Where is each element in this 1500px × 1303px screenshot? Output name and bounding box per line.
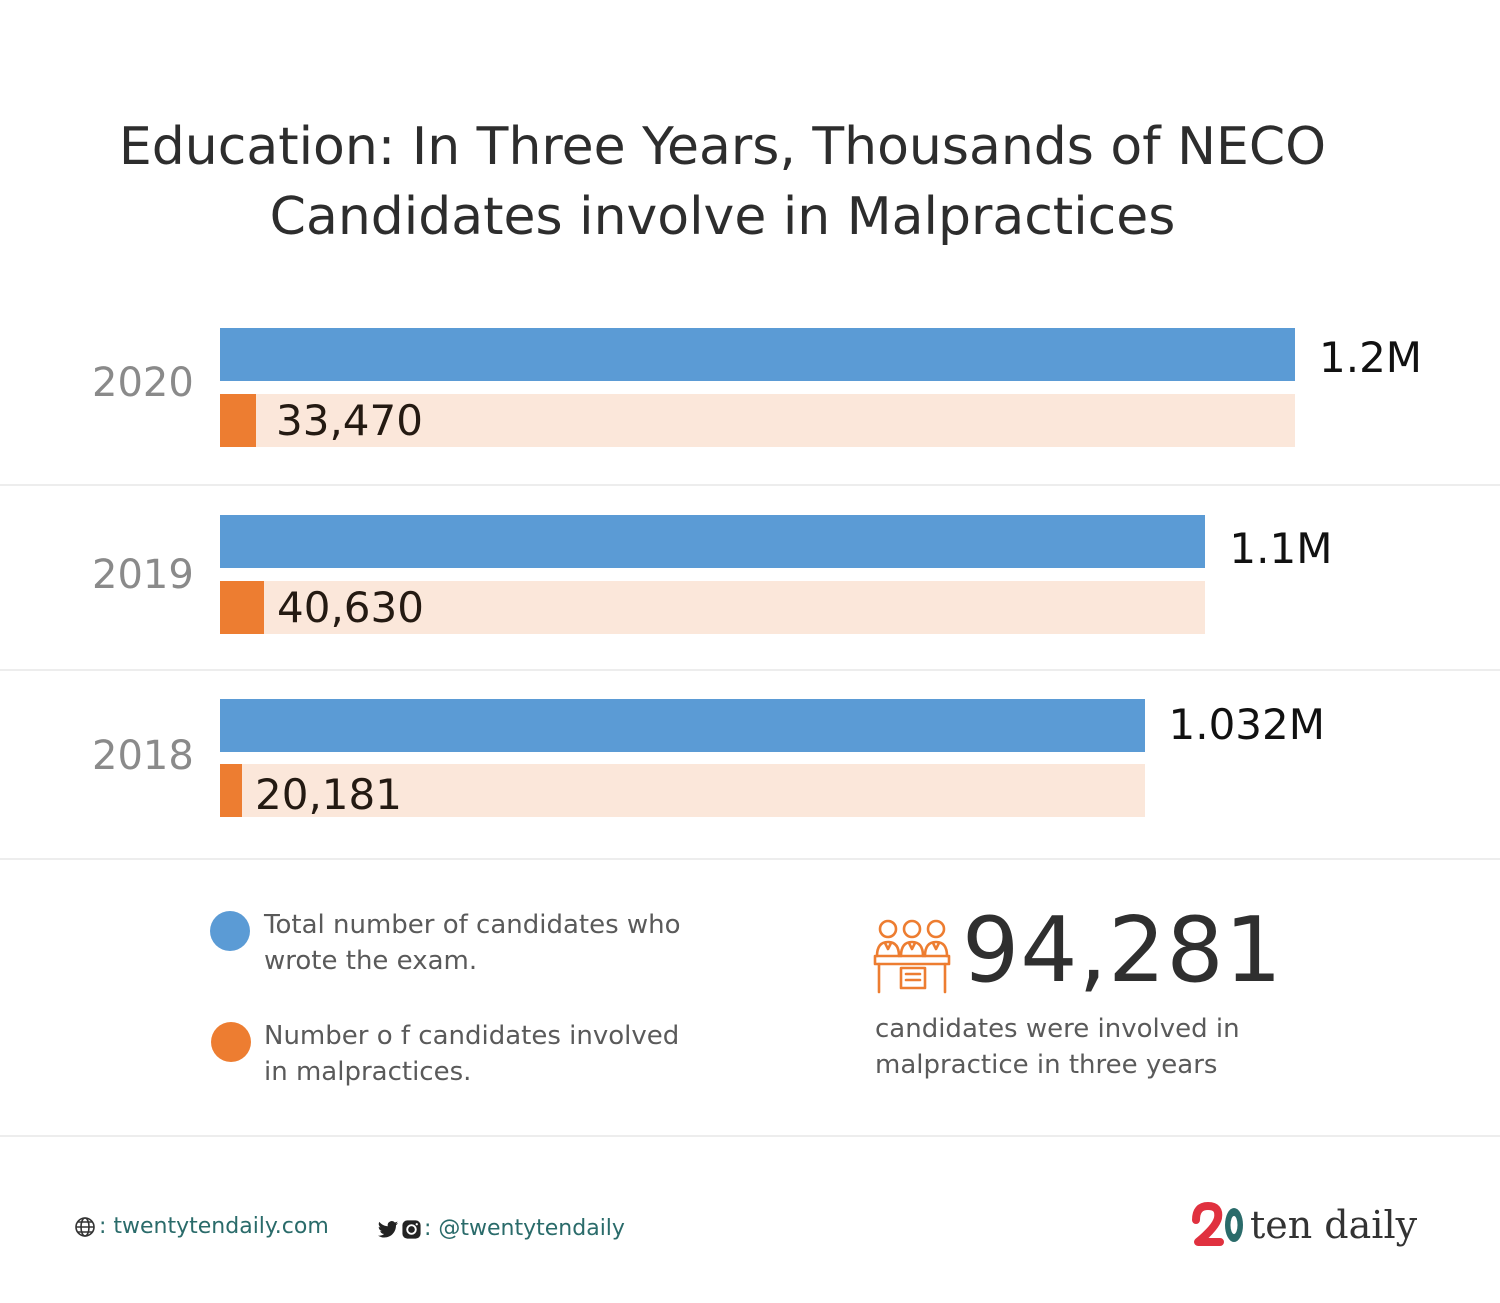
row-divider [0, 858, 1500, 860]
twitter-icon[interactable] [377, 1220, 399, 1240]
summary-value: 94,281 [962, 898, 1283, 1003]
value-label-malpractice-2019: 40,630 [277, 583, 424, 632]
value-label-malpractice-2020: 33,470 [276, 396, 423, 445]
legend-label-total: Total number of candidates who wrote the… [264, 907, 704, 979]
value-label-total-2018: 1.032M [1168, 700, 1325, 749]
bar-track-2018 [220, 764, 1145, 817]
summary-caption-line-1: candidates were involved in [875, 1014, 1240, 1044]
title-line-1: Education: In Three Years, Thousands of … [118, 117, 1327, 177]
summary-caption: candidates were involved in malpractice … [875, 1011, 1275, 1083]
website-link[interactable]: : twentytendaily.com [99, 1214, 329, 1239]
instagram-icon[interactable] [401, 1219, 422, 1240]
legend-malpractice-line-1: Number o f candidates involved [264, 1021, 680, 1051]
brand-logo-mark [1192, 1202, 1243, 1246]
brand-logo-text: ten daily [1250, 1203, 1418, 1247]
bar-malpractice-2020 [220, 394, 256, 447]
bar-total-2019 [220, 515, 1206, 568]
chart-title: Education: In Three Years, Thousands of … [60, 112, 1385, 252]
bar-malpractice-2019 [220, 581, 264, 634]
title-line-2: Candidates involve in Malpractices [269, 187, 1176, 247]
exam-candidates-icon [873, 919, 951, 994]
footer-divider [0, 1135, 1500, 1137]
year-label-2018: 2018 [92, 733, 194, 779]
bar-malpractice-2018 [220, 764, 242, 817]
legend-total-line-2: wrote the exam. [264, 946, 478, 976]
row-divider [0, 669, 1500, 671]
row-divider [0, 484, 1500, 486]
legend-malpractice-line-2: in malpractices. [264, 1057, 472, 1087]
value-label-total-2020: 1.2M [1319, 333, 1423, 382]
year-label-2019: 2019 [92, 552, 194, 598]
value-label-total-2019: 1.1M [1229, 524, 1333, 573]
bar-track-2020 [220, 394, 1295, 447]
globe-icon [75, 1217, 95, 1237]
legend-label-malpractice: Number o f candidates involved in malpra… [264, 1018, 704, 1090]
summary-caption-line-2: malpractice in three years [875, 1050, 1218, 1080]
brand-logo: ten daily [1190, 1200, 1417, 1254]
bar-track-2019 [220, 581, 1206, 634]
legend-total-line-1: Total number of candidates who [264, 910, 681, 940]
legend-swatch-total [210, 911, 250, 951]
bar-total-2020 [220, 328, 1295, 381]
year-label-2020: 2020 [92, 360, 194, 406]
legend-swatch-malpractice [211, 1022, 251, 1062]
bar-total-2018 [220, 699, 1145, 752]
value-label-malpractice-2018: 20,181 [255, 770, 402, 819]
social-handle[interactable]: : @twentytendaily [424, 1216, 625, 1241]
